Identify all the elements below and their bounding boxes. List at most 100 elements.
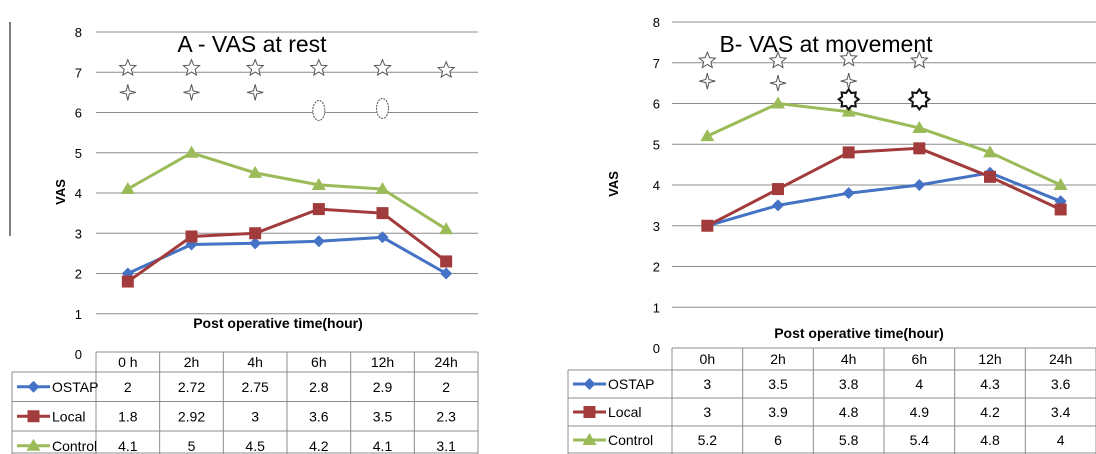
chart-a-table-cell: 2.72 bbox=[178, 379, 205, 395]
chart-b-point-local bbox=[1054, 203, 1067, 216]
chart-b-x-tick-label: 0h bbox=[700, 351, 716, 367]
chart-a-legend-marker bbox=[27, 380, 40, 393]
chart-a-point-local bbox=[121, 275, 134, 288]
chart-a-x-tick-label: 2h bbox=[184, 354, 200, 370]
chart-b-point-control bbox=[912, 120, 927, 133]
chart-a-y-axis-label: VAS bbox=[53, 179, 68, 205]
chart-b-table-cell: 4 bbox=[915, 376, 923, 392]
chart-a-y-tick-label: 5 bbox=[75, 146, 82, 161]
chart-b-point-control bbox=[700, 129, 715, 142]
chart-a-x-tick-label: 12h bbox=[371, 354, 394, 370]
chart-b-point-local bbox=[701, 219, 714, 232]
chart-b-legend-marker bbox=[582, 433, 597, 445]
chart-a-point-local bbox=[440, 255, 453, 268]
chart-b-x-tick-label: 24h bbox=[1049, 351, 1072, 367]
chart-a-table-cell: 5 bbox=[188, 438, 196, 454]
chart-b-y-tick-label: 2 bbox=[653, 260, 660, 275]
chart-b-significance-star5 bbox=[768, 50, 788, 69]
chart-a-series-line-local bbox=[126, 207, 448, 283]
chart-a-y-tick-label: 4 bbox=[75, 186, 82, 201]
chart-a-table-cell: 3.5 bbox=[373, 408, 393, 424]
chart-b-point-control bbox=[771, 96, 785, 109]
chart-a-table-cell: 2.8 bbox=[309, 379, 329, 395]
chart-a-point-control bbox=[184, 145, 199, 158]
chart-b-legend-marker bbox=[583, 378, 596, 390]
chart-b-point-local bbox=[913, 142, 926, 155]
chart-b-table-cell: 5.8 bbox=[839, 432, 859, 448]
chart-b-title: B- VAS at movement bbox=[719, 31, 933, 57]
chart-a-table-cell: 2.75 bbox=[242, 379, 269, 395]
chart-b-y-tick-label: 0 bbox=[653, 341, 660, 356]
chart-b-significance-star4 bbox=[699, 72, 716, 90]
chart-b-point-local bbox=[842, 146, 855, 159]
chart-b-table-cell: 4.9 bbox=[910, 404, 930, 420]
chart-b-significance-burst bbox=[907, 87, 931, 112]
chart-b-series-line-control bbox=[706, 102, 1062, 187]
chart-b-table-cell: 6 bbox=[774, 432, 782, 448]
chart-a-table-cell: 1.8 bbox=[118, 408, 138, 424]
chart-b-point-ostap bbox=[772, 199, 784, 212]
chart-b-table-cell: 4 bbox=[1057, 432, 1065, 448]
chart-b-significance-star5 bbox=[909, 50, 929, 69]
chart-b-table-cell: 3 bbox=[703, 404, 711, 420]
chart-a-significance-oval bbox=[312, 99, 326, 121]
chart-a-point-ostap bbox=[312, 235, 325, 248]
chart-b-table-cell: 5.2 bbox=[698, 432, 718, 448]
chart-b-y-tick-label: 3 bbox=[653, 219, 660, 234]
chart-b-y-tick-label: 8 bbox=[653, 15, 660, 30]
chart-b-table-cell: 3.9 bbox=[768, 404, 788, 420]
chart-b-x-tick-label: 2h bbox=[770, 351, 786, 367]
chart-a-table-cell: 4.1 bbox=[373, 438, 393, 454]
chart-b-point-control bbox=[983, 145, 997, 158]
chart-b-significance-star4 bbox=[769, 74, 787, 92]
chart-b-y-tick-label: 7 bbox=[653, 56, 660, 71]
chart-a-significance-star5 bbox=[309, 58, 329, 77]
chart-a-x-tick-label: 0 h bbox=[118, 354, 137, 370]
chart-a-point-local bbox=[185, 230, 198, 243]
chart-b-y-tick-label: 5 bbox=[653, 137, 660, 152]
chart-a-table-cell: 2.92 bbox=[178, 408, 205, 424]
chart-a-table-cell: 2.9 bbox=[373, 379, 393, 395]
chart-a-table-cell: 2.3 bbox=[436, 408, 456, 424]
chart-a-x-tick-label: 24h bbox=[434, 354, 457, 370]
chart-b-table-cell: 3.5 bbox=[768, 376, 788, 392]
chart-a-significance-star5 bbox=[118, 58, 138, 77]
chart-a-legend-label: Control bbox=[52, 438, 97, 454]
chart-b-point-ostap bbox=[842, 187, 855, 200]
chart-b-x-axis-label: Post operative time(hour) bbox=[774, 325, 944, 341]
chart-a-point-local bbox=[312, 203, 325, 216]
chart-a-table-cell: 3.6 bbox=[309, 408, 329, 424]
chart-b-table-cell: 5.4 bbox=[910, 432, 930, 448]
chart-a-series-line-ostap bbox=[127, 235, 447, 275]
chart-a-y-tick-label: 1 bbox=[75, 307, 82, 322]
chart-a-point-local bbox=[249, 227, 262, 240]
chart-b-significance-star4 bbox=[840, 72, 857, 90]
chart-b-significance-star5 bbox=[697, 50, 717, 69]
chart-b-table-cell: 4.8 bbox=[839, 404, 859, 420]
chart-b-series-line-local bbox=[706, 146, 1062, 228]
chart-a-table-cell: 2 bbox=[442, 379, 450, 395]
chart-b-significance-burst bbox=[837, 87, 861, 112]
chart-a-table-cell: 3 bbox=[251, 408, 259, 424]
chart-b-series-line-ostap bbox=[706, 171, 1062, 228]
chart-b-point-local bbox=[772, 183, 784, 196]
chart-a-table-cell: 4.2 bbox=[309, 438, 329, 454]
chart-a-table-cell: 2 bbox=[124, 379, 132, 395]
chart-a-x-tick-label: 4h bbox=[247, 354, 263, 370]
chart-a-x-tick-label: 6h bbox=[311, 354, 327, 370]
chart-a-significance-star4 bbox=[247, 84, 264, 101]
chart-a-significance-star4 bbox=[183, 84, 200, 101]
chart-a-table-cell: 4.5 bbox=[245, 438, 265, 454]
chart-a-significance-star5 bbox=[182, 58, 201, 77]
chart-a-significance-star5 bbox=[436, 60, 456, 79]
chart-a-y-tick-label: 6 bbox=[75, 106, 82, 121]
chart-b-x-tick-label: 12h bbox=[978, 351, 1001, 367]
chart-b-point-local bbox=[984, 170, 996, 183]
chart-a-y-tick-label: 8 bbox=[75, 25, 82, 40]
chart-a-legend-label: Local bbox=[52, 408, 85, 424]
chart-b-y-tick-label: 4 bbox=[653, 178, 660, 193]
chart-b-table-cell: 3.6 bbox=[1051, 376, 1071, 392]
chart-a-point-control bbox=[120, 181, 135, 194]
chart-a-series-line-control bbox=[127, 151, 448, 231]
chart-b-table-cell: 3.4 bbox=[1051, 404, 1071, 420]
